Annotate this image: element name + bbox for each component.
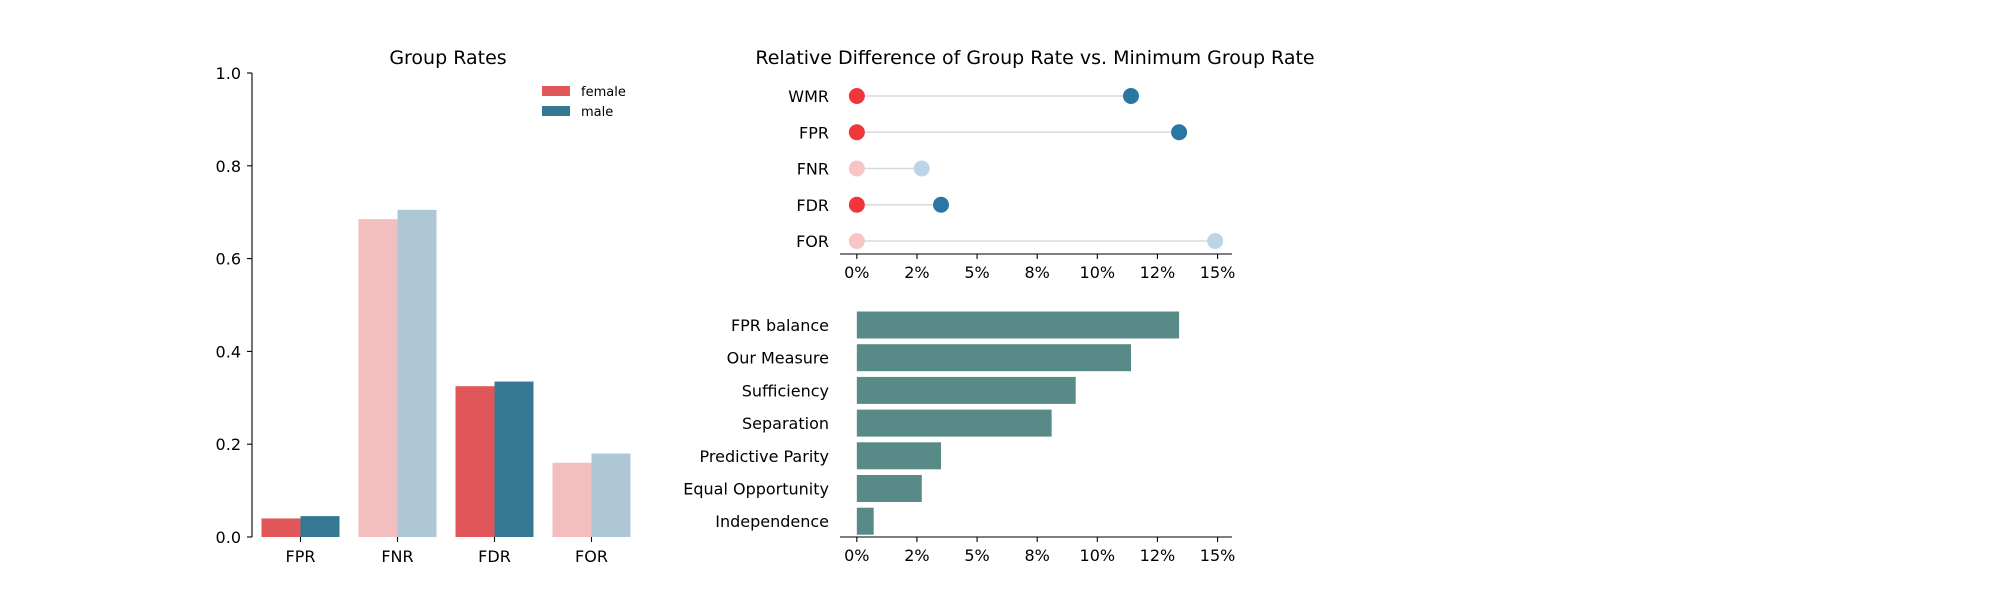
measure-label-fpr-balance: FPR balance (731, 316, 829, 335)
relative-difference-chart: Relative Difference of Group Rate vs. Mi… (755, 47, 1314, 282)
group-rates-x-ticks: FPR FNR FDR FOR (286, 537, 608, 566)
fairness-measures-chart: FPR balance Our Measure Sufficiency Separat… (683, 311, 1235, 565)
measure-label-independence: Independence (715, 512, 829, 531)
max-point-wmr (1122, 88, 1139, 104)
x-tick-label: 15% (1200, 263, 1236, 282)
y-tick-label: 0.8 (216, 157, 241, 176)
row-label-wmr: WMR (788, 87, 829, 106)
min-point-fdr (848, 196, 865, 213)
x-tick-label: 5% (964, 263, 989, 282)
legend-label-female: female (581, 85, 626, 100)
x-tick-label: 0% (844, 546, 869, 565)
x-tick-label: 12% (1140, 546, 1176, 565)
measure-label-sufficiency: Sufficiency (742, 381, 829, 400)
measure-bar-sufficiency (856, 376, 1076, 404)
x-tick-label: 10% (1080, 263, 1116, 282)
x-tick-label: 8% (1025, 546, 1050, 565)
x-tick-label-fpr: FPR (286, 547, 316, 566)
max-point-fdr (933, 196, 950, 213)
bar-male-fnr (397, 209, 437, 537)
fairness-measures-bars: FPR balance Our Measure Sufficiency Separat… (683, 311, 1180, 535)
x-tick-label: 8% (1025, 263, 1050, 282)
y-tick-label: 1.0 (216, 64, 241, 83)
group-rates-bars (261, 209, 631, 537)
group-rates-chart: Group Rates 0.0 0.2 0.4 0.6 0.8 1.0 FPR FNR FDR… (216, 47, 631, 566)
bar-female-for (552, 462, 592, 537)
max-point-for (1207, 233, 1224, 249)
row-label-for: FOR (796, 232, 829, 251)
measure-label-our-measure: Our Measure (727, 349, 829, 368)
x-tick-label: 15% (1200, 546, 1236, 565)
bar-male-for (591, 453, 631, 537)
group-rates-legend: female male (542, 85, 626, 120)
min-point-wmr (848, 88, 865, 104)
min-point-for (848, 233, 865, 249)
measure-label-predictive-parity: Predictive Parity (700, 447, 829, 466)
legend-label-male: male (581, 105, 613, 120)
row-label-fdr: FDR (796, 196, 829, 215)
x-tick-label: 0% (844, 263, 869, 282)
max-point-fnr (913, 160, 930, 177)
max-point-fpr (1171, 124, 1188, 141)
x-tick-label: 2% (904, 263, 929, 282)
min-point-fnr (848, 160, 865, 177)
x-tick-label: 10% (1080, 546, 1116, 565)
y-tick-label: 0.2 (216, 435, 241, 454)
measure-label-equal-opportunity: Equal Opportunity (683, 480, 829, 499)
bar-male-fdr (494, 381, 534, 537)
bar-female-fnr (358, 219, 398, 537)
relative-difference-title: Relative Difference of Group Rate vs. Mi… (755, 47, 1314, 69)
measure-bar-predictive-parity (856, 442, 942, 470)
measure-bar-our-measure (856, 344, 1131, 372)
measure-bar-equal-opportunity (856, 475, 922, 502)
measure-bar-independence (856, 507, 874, 535)
measure-bar-fpr-balance (856, 311, 1180, 339)
group-rates-title: Group Rates (389, 47, 506, 69)
min-point-fpr (848, 124, 865, 141)
measure-bar-separation (856, 409, 1052, 437)
relative-difference-rows: WMR FPR FNR FDR FOR (788, 87, 1224, 251)
x-tick-label: 12% (1140, 263, 1176, 282)
group-rates-y-ticks: 0.0 0.2 0.4 0.6 0.8 1.0 (216, 64, 252, 547)
x-tick-label-fdr: FDR (478, 547, 511, 566)
row-label-fnr: FNR (797, 160, 829, 179)
row-label-fpr: FPR (799, 123, 829, 142)
y-tick-label: 0.6 (216, 250, 241, 269)
x-tick-label-for: FOR (575, 547, 608, 566)
bar-female-fpr (261, 518, 301, 537)
legend-swatch-male (542, 106, 570, 116)
y-tick-label: 0.0 (216, 528, 241, 547)
relative-difference-x-ticks: 0% 2% 5% 8% 10% 12% 15% (844, 254, 1235, 282)
x-tick-label-fnr: FNR (381, 547, 413, 566)
legend-swatch-female (542, 86, 570, 96)
bar-male-fpr (300, 516, 340, 537)
bar-female-fdr (455, 386, 495, 537)
x-tick-label: 2% (904, 546, 929, 565)
fairness-measures-x-ticks: 0% 2% 5% 8% 10% 12% 15% (844, 537, 1235, 565)
x-tick-label: 5% (964, 546, 989, 565)
measure-label-separation: Separation (742, 414, 829, 433)
y-tick-label: 0.4 (216, 342, 241, 361)
